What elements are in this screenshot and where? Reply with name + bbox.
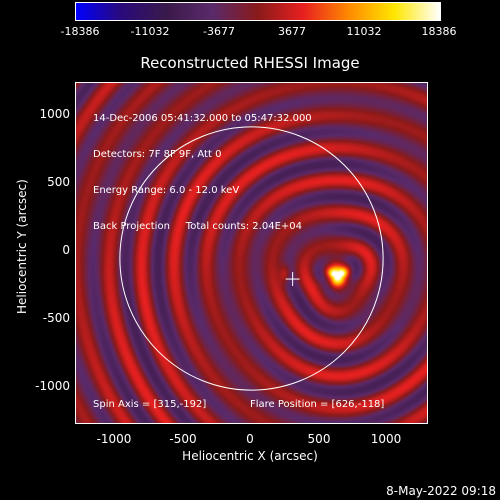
y-axis-label: Heliocentric Y (arcsec) [15,179,29,314]
reconstructed-image: 14-Dec-2006 05:41:32.000 to 05:47:32.000… [75,82,428,424]
info-line: Detectors: 7F 8F 9F, Att 0 [93,149,222,160]
image-canvas [76,83,427,423]
x-axis-label: Heliocentric X (arcsec) [182,449,318,463]
info-line: Back Projection Total counts: 2.04E+04 [93,221,302,232]
colorbar-tick: -3677 [203,25,235,38]
x-tick: -1000 [96,432,132,446]
y-tick: 500 [47,175,70,189]
flare-position-label: Flare Position = [626,-118] [250,399,385,410]
image-title: Reconstructed RHESSI Image [140,54,360,72]
overlay [119,126,384,391]
colorbar-tick: -11032 [130,25,170,38]
y-tick: -1000 [35,379,70,393]
x-tick: 1000 [370,432,402,446]
timestamp: 8-May-2022 09:18 [386,484,496,498]
spin-axis-label: Spin Axis = [315,-192] [93,399,207,410]
solar-limb-circle [119,126,384,391]
colorbar-tick: 18386 [421,25,457,38]
y-tick: 0 [62,243,70,257]
colorbar-tick: 11032 [346,25,382,38]
x-tick: 500 [307,432,331,446]
x-tick: 0 [246,432,254,446]
y-tick: 1000 [39,107,70,121]
y-tick: -500 [42,311,70,325]
colorbar-tick: -18386 [60,25,100,38]
colorbar-tick: 3677 [278,25,306,38]
spin-axis-marker [285,272,300,287]
info-line: Energy Range: 6.0 - 12.0 keV [93,185,240,196]
colorbar [75,2,441,21]
x-tick: -500 [169,432,197,446]
info-line: 14-Dec-2006 05:41:32.000 to 05:47:32.000 [93,113,312,124]
